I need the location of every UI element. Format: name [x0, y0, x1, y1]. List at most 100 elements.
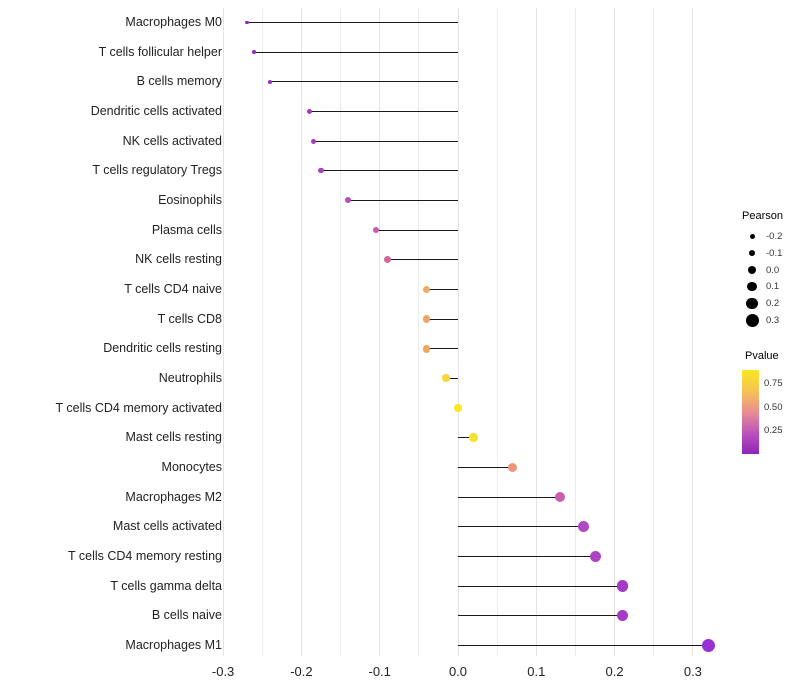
category-label: Dendritic cells activated: [90, 103, 222, 118]
gridline: [574, 8, 576, 656]
gridline: [535, 8, 537, 656]
category-label: Macrophages M2: [125, 489, 222, 504]
lollipop-dot: [577, 521, 589, 533]
category-label: NK cells activated: [122, 133, 222, 148]
x-tick-label: -0.1: [368, 664, 391, 679]
color-legend-label: 0.25: [764, 425, 783, 437]
lollipop-dot: [616, 609, 629, 622]
lollipop-dot: [384, 256, 391, 264]
lollipop-stem: [458, 496, 560, 498]
lollipop-dot: [469, 433, 478, 442]
category-label: NK cells resting: [135, 252, 222, 267]
category-label: Neutrophils: [158, 370, 222, 385]
category-label: T cells CD8: [157, 311, 222, 326]
lollipop-dot: [422, 315, 431, 323]
lollipop-dot: [345, 197, 352, 204]
pvalue-colorbar: [742, 370, 759, 454]
lollipop-stem: [426, 288, 458, 290]
gridline: [379, 8, 381, 656]
lollipop-stem: [458, 437, 474, 439]
lollipop-stem: [246, 22, 458, 23]
lollipop-stem: [458, 644, 709, 646]
category-label: Macrophages M0: [125, 15, 222, 29]
lollipop-stem: [270, 81, 458, 83]
lollipop-dot: [306, 108, 312, 115]
category-label: T cells CD4 memory resting: [68, 548, 222, 563]
lollipop-stem: [458, 615, 623, 617]
color-legend-label: 0.75: [764, 378, 783, 390]
lollipop-dot: [252, 50, 257, 55]
category-label: T cells CD4 memory activated: [55, 400, 223, 415]
lollipop-dot: [244, 20, 249, 25]
category-label: Eosinophils: [158, 192, 222, 207]
lollipop-stem: [387, 259, 458, 261]
category-label: B cells naive: [151, 608, 222, 623]
gridline: [457, 8, 459, 656]
lollipop-dot: [701, 638, 716, 652]
gridline: [261, 8, 263, 656]
lollipop-stem: [348, 199, 458, 201]
lollipop-dot: [589, 550, 601, 562]
category-label: T cells CD4 naive: [124, 281, 222, 296]
gridline: [653, 8, 655, 656]
size-legend-title: Pearson: [742, 210, 783, 222]
x-tick-label: 0.3: [683, 664, 702, 679]
lollipop-stem: [313, 140, 458, 142]
lollipop-stem: [446, 377, 458, 379]
size-legend-label: -0.1: [766, 247, 783, 259]
lollipop-dot: [422, 285, 431, 294]
category-label: T cells regulatory Tregs: [92, 163, 222, 178]
category-label: Monocytes: [161, 459, 222, 474]
lollipop-stem: [458, 526, 584, 528]
lollipop-dot: [372, 226, 380, 234]
gridline: [418, 8, 420, 656]
x-tick-label: -0.3: [211, 664, 235, 679]
x-tick-label: 0.2: [605, 664, 624, 679]
lollipop-stem: [458, 555, 596, 557]
category-label: Plasma cells: [151, 222, 222, 237]
size-legend-label: 0.1: [766, 281, 780, 293]
size-legend-dot: [749, 233, 755, 239]
size-legend-label: 0.2: [766, 298, 780, 310]
gridline: [300, 8, 302, 656]
color-legend-title: Pvalue: [745, 350, 779, 362]
category-label: T cells gamma delta: [110, 578, 222, 593]
lollipop-dot: [616, 580, 629, 592]
lollipop-dot: [318, 168, 324, 174]
color-legend-label: 0.50: [764, 401, 783, 413]
lollipop-stem: [375, 229, 458, 231]
lollipop-dot: [442, 374, 451, 383]
size-legend-dot: [747, 281, 757, 292]
lollipop-dot: [267, 79, 273, 84]
lollipop-dot: [554, 491, 565, 503]
lollipop-stem: [458, 585, 623, 587]
size-legend-label: 0.3: [766, 315, 780, 326]
lollipop-stem: [426, 348, 458, 350]
category-label: Dendritic cells resting: [103, 341, 222, 356]
lollipop-dot: [453, 403, 463, 413]
lollipop-dot: [422, 344, 431, 353]
lollipop-dot: [310, 138, 316, 144]
gridline: [496, 8, 498, 656]
x-tick-label: -0.2: [290, 664, 313, 679]
lollipop-stem: [254, 51, 458, 53]
gridline: [692, 8, 694, 656]
lollipop-stem: [320, 170, 458, 172]
size-legend-dot: [745, 313, 759, 327]
size-legend-dot: [747, 265, 757, 274]
lollipop-stem: [458, 466, 513, 468]
size-legend-dot: [748, 249, 756, 257]
lollipop-stem: [309, 110, 458, 112]
category-label: Macrophages M1: [125, 637, 222, 652]
x-tick-label: 0.1: [527, 664, 546, 679]
size-legend-label: -0.2: [766, 231, 783, 242]
lollipop-dot: [508, 462, 518, 473]
lollipop-stem: [426, 318, 458, 320]
x-tick-label: 0.0: [448, 664, 468, 679]
category-label: B cells memory: [136, 74, 222, 89]
category-label: Mast cells activated: [112, 519, 222, 534]
gridline: [340, 8, 342, 656]
size-legend-dot: [746, 297, 758, 309]
category-label: Mast cells resting: [125, 430, 222, 445]
